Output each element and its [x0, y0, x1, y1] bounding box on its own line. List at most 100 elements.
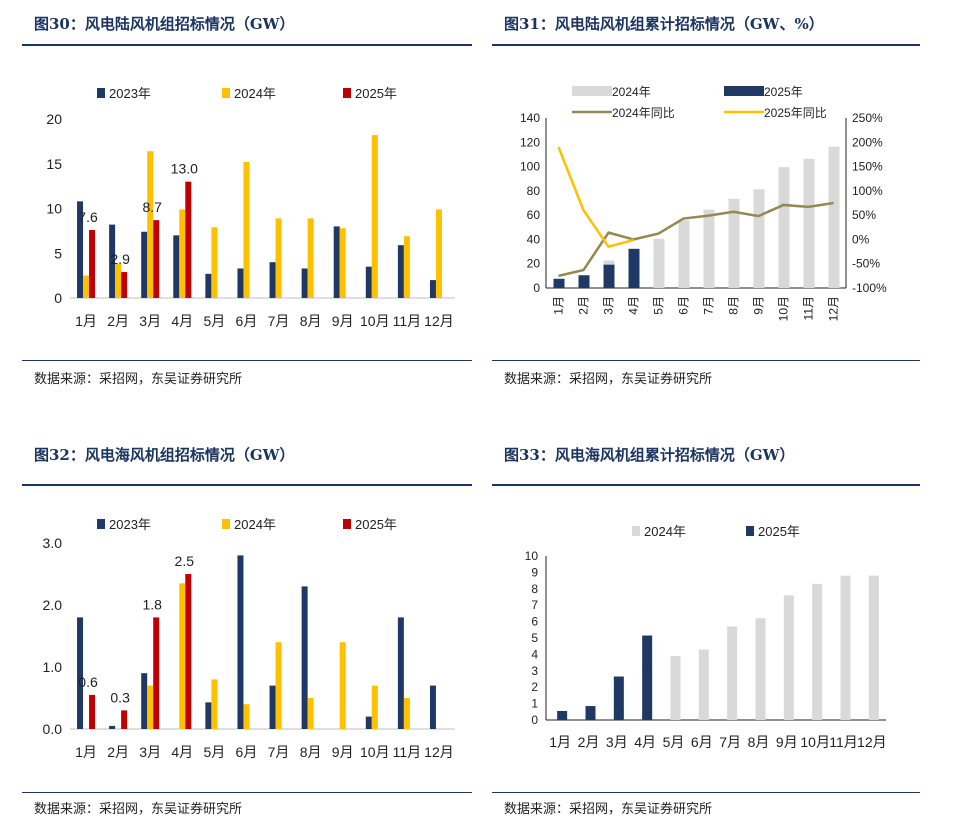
bar-2025年 [153, 617, 160, 729]
data-label: 8.7 [142, 199, 162, 215]
line-2024-yoy [558, 201, 834, 278]
y-tick-label: 1.0 [43, 659, 63, 675]
bar-2025年 [613, 676, 624, 720]
y-tick-label: 80 [527, 184, 541, 198]
legend-swatch [343, 519, 351, 529]
x-tick-label: 8月 [300, 744, 322, 760]
bar-2024年 [243, 704, 250, 729]
bar-2024年 [275, 642, 282, 729]
bar-2025年 [121, 710, 128, 729]
bar-2024年 [670, 656, 681, 720]
bar-2024年 [339, 642, 346, 729]
bar-2024年 [703, 209, 715, 288]
y2-tick-label: -100% [852, 281, 887, 295]
x-tick-label: 1月 [549, 734, 571, 750]
data-label: 2.9 [110, 251, 130, 267]
x-tick-label: 2月 [578, 734, 600, 750]
data-label: 1.8 [142, 596, 162, 612]
bar-2024年 [868, 575, 879, 720]
bar-2024年 [371, 685, 378, 729]
bar-2023年 [237, 268, 244, 298]
bar-2024年 [812, 583, 823, 720]
chart-title: 图30：风电陆风机组招标情况（GW） [34, 15, 295, 33]
bar-2025年 [153, 220, 160, 298]
legend-swatch [632, 526, 640, 536]
x-tick-label: 7月 [268, 313, 290, 329]
y-tick-label: 4 [531, 647, 538, 661]
source-note: 数据来源：采招网，东吴证券研究所 [504, 372, 713, 387]
x-tick-label: 1月 [75, 744, 97, 760]
bar-2024年 [211, 227, 218, 298]
bar-2024年 [403, 698, 410, 729]
bar-2024年 [698, 649, 709, 720]
bar-2023年 [109, 224, 116, 298]
legend-swatch [572, 86, 612, 96]
x-tick-label: 8月 [300, 313, 322, 329]
y-tick-label: 140 [520, 111, 540, 125]
x-tick-label: 9月 [332, 313, 354, 329]
bar-2025年 [121, 272, 128, 298]
bar-2023年 [237, 555, 244, 729]
data-label: 2.5 [175, 553, 195, 569]
bar-2023年 [429, 280, 436, 298]
bar-2024年 [755, 618, 766, 720]
bar-2024年 [371, 135, 378, 298]
bar-2023年 [77, 201, 84, 298]
x-tick-label: 3月 [139, 313, 161, 329]
x-tick-label: 11月 [393, 313, 422, 329]
source-note: 数据来源：采招网，东吴证券研究所 [504, 802, 713, 817]
bar-2023年 [365, 716, 372, 729]
x-tick-label: 4月 [171, 744, 193, 760]
x-tick-label: 2月 [107, 313, 129, 329]
bar-2025年 [642, 635, 653, 720]
bar-2023年 [205, 702, 212, 729]
x-tick-label: 5月 [663, 734, 685, 750]
title-rule [22, 44, 472, 46]
bar-2024年 [307, 698, 314, 729]
source-note: 数据来源：采招网，东吴证券研究所 [34, 372, 243, 387]
line-2025-yoy [557, 146, 634, 249]
legend-label: 2025年 [355, 86, 397, 101]
bar-2024年 [435, 209, 442, 298]
y-tick-label: 5 [54, 245, 62, 261]
offshore-cumulative-chart: 2024年 2025年 0 1 2 3 4 5 6 7 8 9 10 1月 2月 3月 4月 5月 6月 7月 8月 9月… [525, 524, 887, 750]
x-tick-label: 10月 [800, 734, 830, 750]
y-tick-label: 10 [525, 549, 539, 563]
y-tick-label: 100 [520, 160, 540, 174]
x-tick-label: 6月 [236, 313, 258, 329]
x-tick-label: 10月 [360, 744, 390, 760]
bar-2024年 [339, 228, 346, 298]
x-tick-label: 11月 [829, 734, 858, 750]
onshore-monthly-chart: 2023年 2024年 2025年 0 5 10 15 20 1月 2月 3月 4月 5月 6月 7月 8月 9… [46, 86, 455, 329]
legend-label: 2025年 [758, 524, 800, 539]
bar-2025年 [628, 248, 640, 288]
x-tick-label: 3月 [606, 734, 628, 750]
legend-label: 2024年 [234, 86, 276, 101]
bar-2023年 [301, 268, 308, 298]
y2-tick-label: 0% [852, 232, 870, 246]
bar-2023年 [173, 235, 180, 298]
bar-2025年 [89, 229, 96, 298]
data-label: 0.6 [78, 674, 98, 690]
x-tick-label: 9月 [752, 296, 766, 315]
y-tick-label: 5 [531, 631, 538, 645]
x-tick-label: 5月 [652, 296, 666, 315]
legend-label: 2025年同比 [764, 106, 827, 120]
bar-2025年 [89, 694, 96, 729]
bar-2024年 [727, 626, 738, 720]
bar-2025年 [585, 706, 596, 720]
x-tick-label: 4月 [634, 734, 656, 750]
legend-swatch [222, 519, 230, 529]
x-tick-label: 3月 [602, 296, 616, 315]
bar-2024年 [753, 189, 765, 288]
y-tick-label: 6 [531, 615, 538, 629]
bar-2024年 [243, 161, 250, 298]
source-rule [22, 792, 472, 793]
data-label: 13.0 [171, 161, 198, 177]
y-tick-label: 20 [46, 111, 62, 127]
legend-swatch [222, 88, 230, 98]
legend-swatch [343, 88, 351, 98]
bar-2023年 [365, 266, 372, 298]
panel-onshore-cumulative: 图31：风电陆风机组累计招标情况（GW、%） 2024年 2025年 2024年同比… [480, 0, 960, 420]
bar-2024年 [307, 218, 314, 298]
